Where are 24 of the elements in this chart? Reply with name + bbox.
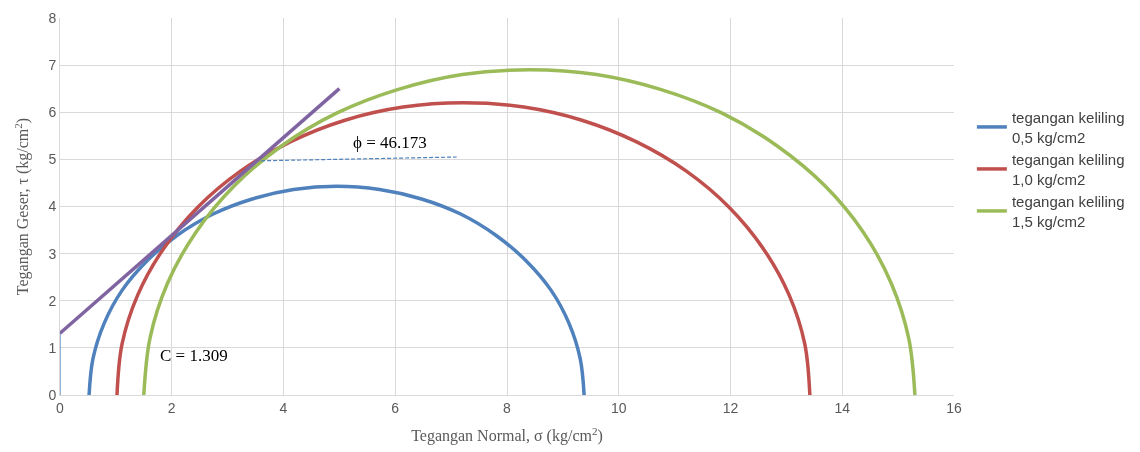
x-tick-label: 16 xyxy=(946,399,962,416)
line-series xyxy=(115,101,812,395)
y-tick-label: 8 xyxy=(48,9,57,26)
x-tick-label: 14 xyxy=(834,399,851,416)
x-tick-label: 6 xyxy=(391,399,400,416)
legend-label: tegangan keliling 1,5 kg/cm2 xyxy=(1011,193,1125,230)
y-tick-label: 4 xyxy=(48,198,57,215)
line-series xyxy=(87,184,586,395)
y-tick-label: 1 xyxy=(48,339,57,356)
x-tick-label: 8 xyxy=(503,399,512,416)
y-tick-label: 7 xyxy=(48,57,57,74)
y-tick-label: 5 xyxy=(48,151,57,168)
y-tick-label: 6 xyxy=(48,104,57,121)
x-tick-label: 10 xyxy=(610,399,627,416)
x-tick-label: 12 xyxy=(722,399,739,416)
annotation: C = 1.309 xyxy=(160,346,228,365)
x-tick-label: 2 xyxy=(167,399,176,416)
y-tick-label: 3 xyxy=(48,245,57,262)
x-tick-label: 4 xyxy=(279,399,288,416)
y-tick-label: 0 xyxy=(48,386,57,403)
x-axis-title: Tegangan Normal, σ (kg/cm$^{2}$) xyxy=(411,424,603,446)
line-series xyxy=(142,68,917,395)
annotation: ϕ = 46.173 xyxy=(353,133,427,152)
y-tick-label: 2 xyxy=(48,292,57,309)
